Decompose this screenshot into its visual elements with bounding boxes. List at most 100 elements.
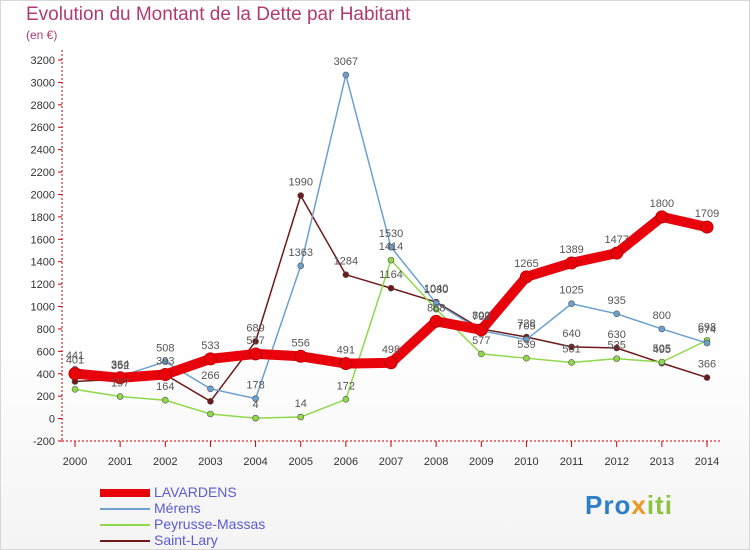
data-point <box>519 270 533 284</box>
data-point <box>252 414 259 422</box>
legend-swatch <box>100 540 150 542</box>
data-label: 1530 <box>379 228 403 240</box>
chart-subtitle: (en €) <box>26 28 58 42</box>
proxiti-logo: Proxiti <box>585 490 673 521</box>
data-label: 1164 <box>379 269 403 281</box>
data-label: 441 <box>66 350 84 362</box>
data-point <box>610 246 624 260</box>
data-point <box>116 393 124 400</box>
data-label: 366 <box>698 359 716 371</box>
data-label: 535 <box>608 340 626 352</box>
data-label: 630 <box>608 329 626 341</box>
data-point <box>613 355 621 362</box>
data-point <box>700 220 714 234</box>
data-label: 792 <box>472 311 490 323</box>
data-point <box>161 358 169 365</box>
data-label: 4 <box>253 399 259 411</box>
data-point <box>568 300 575 308</box>
data-label: 393 <box>156 356 174 368</box>
legend-swatch <box>100 489 150 497</box>
y-tick-label: 0 <box>49 414 55 426</box>
data-point <box>342 71 350 79</box>
x-tick-label: 2011 <box>560 456 584 468</box>
data-point <box>297 413 305 421</box>
y-tick-label: 2800 <box>31 100 55 112</box>
y-tick-label: 400 <box>37 369 55 381</box>
legend-label: Peyrusse-Massas <box>154 516 266 532</box>
data-label: 640 <box>562 328 580 340</box>
data-point <box>158 368 172 382</box>
data-point <box>113 371 127 385</box>
x-tick-label: 2000 <box>63 456 87 468</box>
data-point <box>658 325 666 333</box>
x-tick-label: 2007 <box>379 456 403 468</box>
data-point <box>523 336 530 343</box>
data-label: 1025 <box>559 285 583 297</box>
data-point <box>207 385 214 393</box>
data-label: 1800 <box>650 198 674 210</box>
data-label: 800 <box>653 310 671 322</box>
legend-label: LAVARDENS <box>154 484 237 500</box>
data-point <box>68 367 82 381</box>
data-label: 197 <box>111 378 129 390</box>
data-label: 1040 <box>424 283 448 295</box>
y-tick-label: 1800 <box>31 212 55 224</box>
data-label: 172 <box>337 380 355 392</box>
data-label: 164 <box>156 381 174 393</box>
data-point <box>252 395 259 402</box>
data-label: 577 <box>472 335 490 347</box>
x-tick-label: 2008 <box>424 456 448 468</box>
logo-part1: Pro <box>585 490 632 520</box>
legend-label: Saint-Lary <box>154 532 218 548</box>
y-tick-label: 3000 <box>31 77 55 89</box>
y-tick-label: 2600 <box>31 122 55 134</box>
data-point <box>703 339 711 347</box>
data-point <box>565 256 579 270</box>
data-label: 800 <box>472 310 490 322</box>
legend-swatch <box>100 508 150 510</box>
y-tick-label: 600 <box>37 346 55 358</box>
logo-part2: x <box>631 490 647 520</box>
data-point <box>568 343 575 351</box>
data-label: 3067 <box>334 56 358 68</box>
data-label: 1030 <box>424 284 448 296</box>
data-label: 178 <box>246 380 264 392</box>
y-tick-label: 2000 <box>31 189 55 201</box>
data-point <box>252 338 259 345</box>
data-label: 1414 <box>379 241 403 253</box>
data-label: 1709 <box>695 208 719 220</box>
data-point <box>203 352 217 366</box>
data-label: 539 <box>517 339 535 351</box>
data-label: 498 <box>382 344 400 356</box>
data-point <box>249 347 263 361</box>
data-label: 1265 <box>514 258 538 270</box>
data-point <box>477 350 485 358</box>
y-tick-label: 1000 <box>31 302 55 314</box>
data-label: 491 <box>337 345 355 357</box>
y-tick-label: 800 <box>37 324 55 336</box>
data-point <box>703 374 711 381</box>
data-point <box>429 314 443 328</box>
logo-part3: iti <box>646 490 673 520</box>
x-tick-label: 2006 <box>334 456 358 468</box>
data-point <box>384 356 398 370</box>
data-point <box>655 210 669 224</box>
x-tick-label: 2012 <box>604 456 628 468</box>
data-point <box>613 344 621 352</box>
data-label: 674 <box>698 324 716 336</box>
data-label: 556 <box>292 337 310 349</box>
data-point <box>71 386 79 393</box>
data-point <box>387 256 395 264</box>
data-label: 689 <box>246 322 264 334</box>
data-label: 577 <box>246 335 264 347</box>
y-tick-label: 1200 <box>31 279 55 291</box>
data-label: 705 <box>517 321 535 333</box>
x-tick-label: 2001 <box>108 456 132 468</box>
data-point <box>294 349 308 363</box>
data-label: 1363 <box>288 247 312 259</box>
y-tick-label: -200 <box>33 436 55 448</box>
data-point <box>342 271 350 279</box>
y-tick-label: 2200 <box>31 167 55 179</box>
